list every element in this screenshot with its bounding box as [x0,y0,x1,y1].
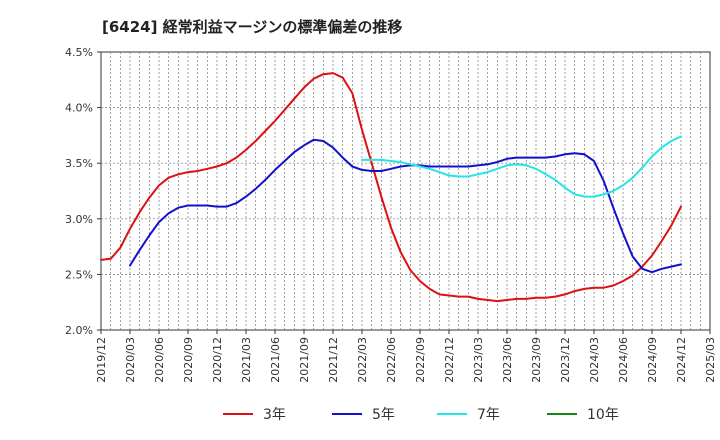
x-tick-label: 2021/03 [240,337,253,383]
y-tick-label: 4.5% [65,46,93,59]
x-tick-label: 2022/06 [385,337,398,383]
x-tick-label: 2020/09 [182,337,195,383]
x-tick-label: 2019/12 [95,337,108,383]
x-tick-label: 2023/12 [559,337,572,383]
legend-label: 7年 [477,407,500,423]
legend-label: 3年 [263,407,286,423]
series-line-7年 [361,135,682,198]
x-tick-label: 2021/06 [269,337,282,383]
x-tick-label: 2022/09 [414,337,427,383]
x-tick-label: 2024/12 [675,337,688,383]
plot-frame [100,51,711,331]
x-tick-label: 2024/09 [646,337,659,383]
series-line-3年 [100,72,682,303]
y-tick-label: 3.0% [65,213,93,226]
x-tick-label: 2022/12 [443,337,456,383]
x-tick-label: 2020/12 [211,337,224,383]
x-tick-label: 2020/06 [153,337,166,383]
x-tick-label: 2024/03 [588,337,601,383]
chart-title: [6424] 経常利益マージンの標準偏差の推移 [102,18,403,36]
y-tick-label: 4.0% [65,102,93,115]
legend-label: 5年 [372,407,395,423]
x-tick-label: 2020/03 [124,337,137,383]
y-tick-label: 2.5% [65,268,93,281]
legend-label: 10年 [587,407,619,423]
x-tick-label: 2025/03 [704,337,717,383]
x-tick-label: 2024/06 [617,337,630,383]
x-tick-label: 2023/03 [472,337,485,383]
x-tick-label: 2023/09 [530,337,543,383]
series-line-5年 [129,138,682,274]
x-tick-label: 2022/03 [356,337,369,383]
x-tick-label: 2023/06 [501,337,514,383]
x-tick-label: 2021/09 [298,337,311,383]
y-tick-label: 3.5% [65,157,93,170]
y-tick-label: 2.0% [65,324,93,337]
x-tick-label: 2021/12 [327,337,340,383]
